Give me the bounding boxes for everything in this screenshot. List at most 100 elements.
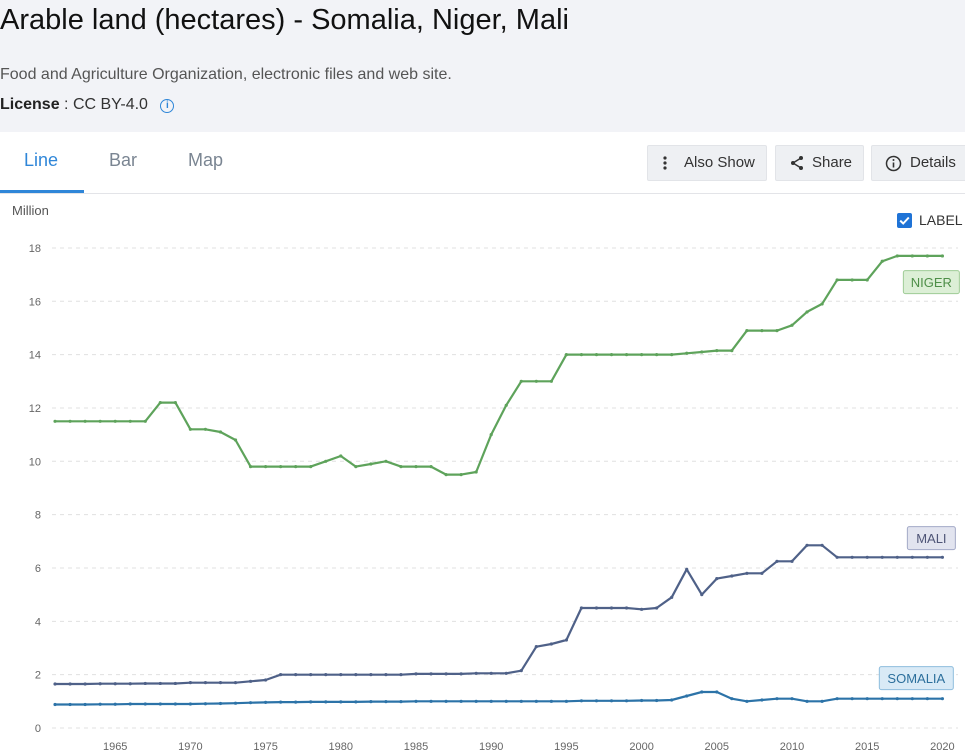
data-point-niger [609,353,614,357]
data-point-niger [414,465,418,469]
data-point-mali [760,571,764,575]
data-point-somalia [248,701,253,705]
data-point-mali [113,682,117,686]
data-point-niger [279,465,283,469]
data-point-niger [354,465,358,469]
y-tick-label: 18 [29,243,41,255]
data-point-somalia [805,699,809,703]
data-point-niger [685,351,689,355]
info-circle-icon [885,155,902,176]
data-point-niger [564,353,569,357]
data-point-mali [624,606,629,610]
x-tick-label: 1990 [479,741,503,753]
data-point-niger [98,419,102,423]
data-point-somalia [158,702,162,706]
data-point-somalia [549,699,553,703]
data-point-mali [309,673,313,677]
data-point-niger [805,310,809,314]
x-tick-label: 2020 [930,741,954,753]
data-point-niger [53,419,57,423]
data-point-niger [865,278,869,282]
label-checkbox[interactable] [897,213,912,228]
series-line-niger [55,254,943,476]
data-point-niger [730,349,734,353]
data-point-somalia [579,699,584,703]
data-point-somalia [609,699,614,703]
data-point-niger [294,465,298,469]
x-tick-label: 1975 [253,741,277,753]
data-point-mali [655,606,659,610]
more-vertical-icon [662,155,668,175]
data-point-mali [820,543,824,547]
data-point-somalia [459,699,463,703]
data-point-mali [835,555,839,559]
info-icon[interactable]: i [160,99,175,113]
y-tick-label: 14 [29,350,41,362]
data-point-mali [188,681,192,685]
tab-map[interactable]: Map [188,150,224,170]
data-point-niger [594,353,599,357]
data-point-mali [429,672,433,676]
data-point-niger [233,438,238,442]
data-point-mali [143,681,147,686]
series-label-mali: MALI [916,531,946,546]
data-point-niger [113,419,117,423]
license-label: License [0,96,60,113]
data-point-somalia [895,697,899,701]
data-point-niger [745,329,749,333]
data-point-niger [128,419,132,423]
data-point-niger [775,329,779,333]
data-point-niger [700,350,704,354]
label-toggle-text: LABEL [919,212,963,228]
also-show-button[interactable]: Also Show [647,145,767,181]
data-point-niger [384,459,388,463]
data-point-mali [128,682,132,686]
data-point-mali [444,672,448,676]
license-value: : CC BY-4.0 [64,96,148,113]
series-label-box-mali [906,526,956,551]
data-point-somalia [128,702,132,706]
data-point-niger [895,254,899,258]
data-point-somalia [264,700,268,704]
data-point-niger [188,427,192,431]
data-point-niger [640,353,644,357]
y-axis-label: Million [12,203,49,218]
data-point-mali [805,543,809,547]
data-point-somalia [940,697,945,701]
data-point-mali [218,681,223,685]
x-tick-label: 1980 [329,741,353,753]
tab-line[interactable]: Line [24,150,59,170]
data-point-somalia [294,700,298,704]
share-button[interactable]: Share [775,145,864,181]
tab-bar[interactable]: Bar [109,150,138,170]
data-point-mali [594,606,599,610]
data-point-somalia [233,701,238,705]
x-tick-label: 1965 [103,741,127,753]
data-point-mali [173,681,177,686]
data-point-mali [850,555,854,559]
details-label: Details [910,154,956,171]
y-tick-label: 12 [29,403,41,415]
x-tick-label: 2010 [780,741,804,753]
data-point-mali [775,559,779,563]
data-point-niger [444,473,448,477]
y-tick-label: 2 [35,670,41,682]
data-point-mali [895,555,899,559]
data-point-somalia [880,697,884,701]
data-point-somalia [429,699,433,703]
data-point-niger [324,459,328,463]
data-point-somalia [820,699,824,703]
data-point-mali [399,673,403,677]
y-tick-label: 16 [29,296,41,308]
data-point-mali [715,577,719,581]
series-label-box-somalia [878,666,954,691]
data-point-niger [715,349,719,353]
view-tabs: Line Bar Map Also Show Share Details [0,133,965,194]
data-point-niger [549,379,553,383]
details-button[interactable]: Details [871,145,965,181]
data-point-mali [354,673,358,677]
data-point-niger [68,419,72,423]
data-point-somalia [188,702,192,706]
data-point-somalia [534,699,538,703]
data-point-somalia [760,698,764,702]
